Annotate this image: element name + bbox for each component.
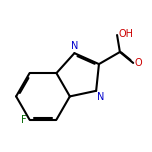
Text: O: O xyxy=(135,58,142,68)
Text: OH: OH xyxy=(119,29,134,39)
Text: N: N xyxy=(97,92,105,102)
Text: F: F xyxy=(21,115,26,125)
Text: N: N xyxy=(71,41,78,51)
